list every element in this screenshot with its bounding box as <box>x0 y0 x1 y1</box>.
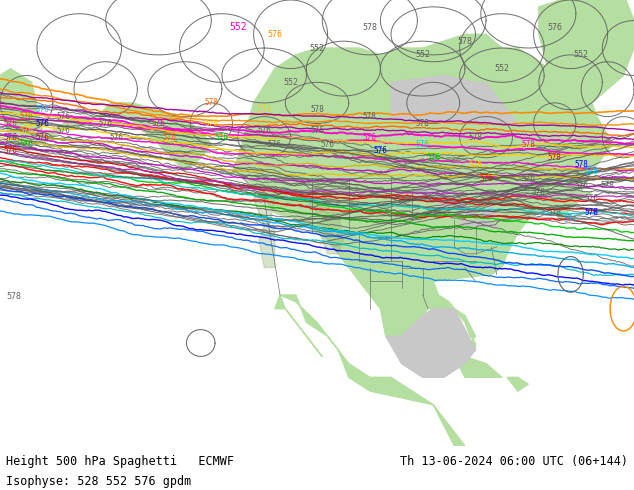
Text: 576: 576 <box>4 133 18 142</box>
Text: 552: 552 <box>283 78 298 87</box>
Polygon shape <box>481 206 496 220</box>
Text: 576: 576 <box>363 133 377 142</box>
Text: 578: 578 <box>310 105 324 114</box>
Polygon shape <box>539 0 634 117</box>
Text: 576: 576 <box>310 126 324 135</box>
Text: 576: 576 <box>99 119 113 128</box>
Polygon shape <box>412 185 455 199</box>
Text: 576: 576 <box>56 112 70 121</box>
Text: 576: 576 <box>109 133 123 142</box>
Text: 578: 578 <box>363 23 377 32</box>
Text: 576: 576 <box>36 133 49 142</box>
Text: 552: 552 <box>495 64 509 73</box>
Polygon shape <box>391 75 518 123</box>
Polygon shape <box>444 199 481 220</box>
Text: 576: 576 <box>268 30 282 39</box>
Text: 576: 576 <box>521 174 535 183</box>
Text: 578: 578 <box>458 37 472 46</box>
Text: 576: 576 <box>268 140 281 148</box>
Text: 578: 578 <box>585 167 598 176</box>
Text: 578: 578 <box>574 160 588 169</box>
Text: 576: 576 <box>547 23 562 32</box>
Text: 576: 576 <box>426 153 440 162</box>
Text: 576: 576 <box>532 188 546 196</box>
Polygon shape <box>317 213 344 254</box>
Text: 576: 576 <box>373 147 387 155</box>
Polygon shape <box>259 226 275 268</box>
Text: 576: 576 <box>20 126 34 135</box>
Text: 552: 552 <box>229 23 247 32</box>
Text: 576: 576 <box>36 105 49 114</box>
Text: 552: 552 <box>574 50 588 59</box>
Polygon shape <box>254 192 275 226</box>
Text: Isophyse: 528 552 576 gpdm: Isophyse: 528 552 576 gpdm <box>6 475 191 488</box>
Text: 578: 578 <box>204 98 218 107</box>
Text: 576: 576 <box>162 133 176 142</box>
Text: 578: 578 <box>548 153 562 162</box>
Text: 552: 552 <box>415 50 430 59</box>
Polygon shape <box>280 295 465 446</box>
Text: 576: 576 <box>215 133 229 142</box>
Polygon shape <box>233 34 613 350</box>
Text: 576: 576 <box>56 126 70 135</box>
Text: 576: 576 <box>469 160 482 169</box>
Text: 576: 576 <box>4 147 18 155</box>
Text: 576: 576 <box>574 181 588 190</box>
Text: 578: 578 <box>548 208 562 217</box>
Polygon shape <box>455 357 502 377</box>
Text: 578: 578 <box>416 119 430 128</box>
Text: 576: 576 <box>20 140 34 148</box>
Text: 578: 578 <box>363 112 377 121</box>
Text: 576: 576 <box>479 174 493 183</box>
Text: 576: 576 <box>257 126 271 135</box>
Polygon shape <box>306 185 333 213</box>
Text: 576: 576 <box>20 112 34 121</box>
Text: Height 500 hPa Spaghetti   ECMWF: Height 500 hPa Spaghetti ECMWF <box>6 455 235 468</box>
Text: 576: 576 <box>416 140 430 148</box>
Text: 578: 578 <box>564 215 578 224</box>
Polygon shape <box>385 309 476 377</box>
Polygon shape <box>0 69 211 172</box>
Text: 576: 576 <box>585 195 598 203</box>
Polygon shape <box>275 295 322 357</box>
Text: 576: 576 <box>321 140 335 148</box>
Text: 552: 552 <box>309 44 325 52</box>
Text: 576: 576 <box>36 119 49 128</box>
Text: Th 13-06-2024 06:00 UTC (06+144): Th 13-06-2024 06:00 UTC (06+144) <box>399 455 628 468</box>
Text: 578: 578 <box>521 140 535 148</box>
Text: 576: 576 <box>4 119 18 128</box>
Text: 576: 576 <box>152 119 165 128</box>
Polygon shape <box>507 377 528 391</box>
Text: 578: 578 <box>469 133 482 142</box>
Text: 576: 576 <box>204 119 218 128</box>
Text: 578: 578 <box>585 208 598 217</box>
Text: 578: 578 <box>600 181 614 190</box>
Text: 578: 578 <box>257 105 271 114</box>
Polygon shape <box>433 192 455 206</box>
Text: 578: 578 <box>6 292 22 301</box>
Polygon shape <box>460 220 496 226</box>
